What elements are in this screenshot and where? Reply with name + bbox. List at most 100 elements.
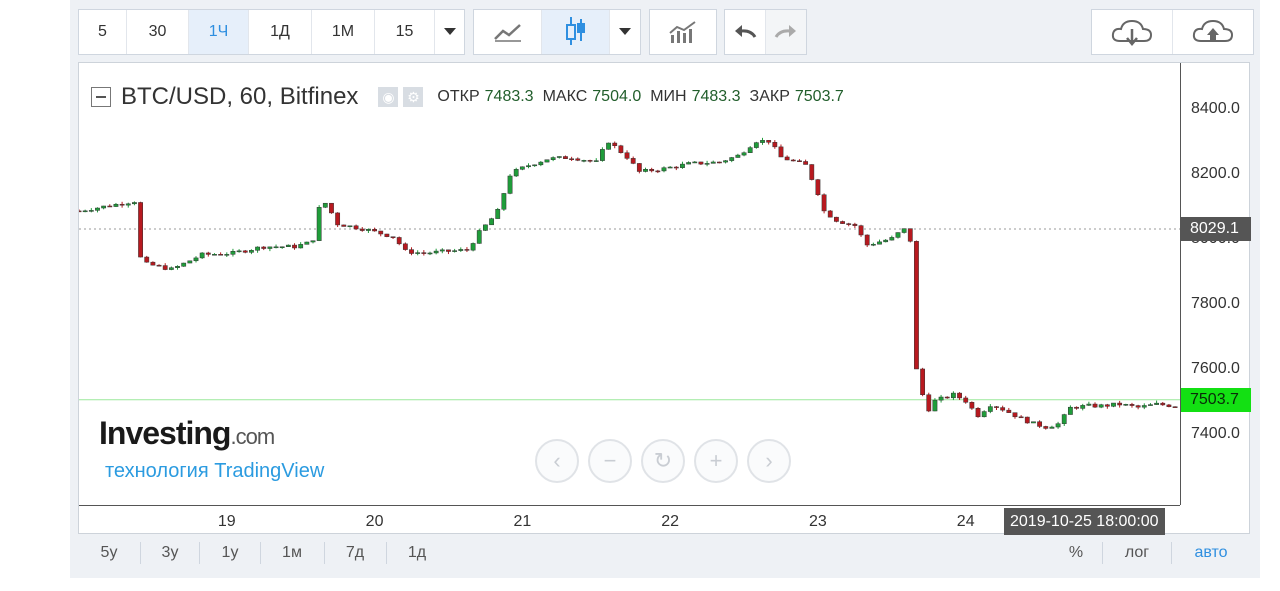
- candle-body: [82, 210, 88, 213]
- load-chart-button[interactable]: [1092, 10, 1173, 54]
- candle-body: [495, 209, 501, 219]
- candle-body: [655, 170, 661, 173]
- interval-1m-button[interactable]: 1М: [312, 10, 375, 54]
- candle-body: [889, 237, 895, 241]
- candle-body: [803, 161, 809, 165]
- candle-body: [661, 167, 667, 172]
- price-chart[interactable]: [76, 63, 1180, 505]
- candle-body: [618, 145, 624, 153]
- crosshair-time-label: 2019-10-25 18:00:00: [1004, 508, 1165, 535]
- scroll-right-button[interactable]: ›: [747, 439, 791, 483]
- interval-1d-button[interactable]: 1Д: [249, 10, 312, 54]
- range-5y-button[interactable]: 5у: [100, 544, 118, 561]
- candle-body: [446, 249, 451, 252]
- scroll-left-button[interactable]: ‹: [535, 439, 579, 483]
- interval-dropdown-button[interactable]: [435, 10, 464, 54]
- undo-icon: [734, 25, 757, 38]
- candle-body: [1006, 409, 1012, 413]
- candle-body: [304, 241, 310, 245]
- line-chart-button[interactable]: [474, 10, 542, 54]
- candle-body: [624, 152, 630, 159]
- candle-body: [987, 406, 993, 412]
- candle-body: [162, 265, 168, 270]
- interval-1h-button[interactable]: 1Ч: [189, 10, 249, 54]
- chart-type-dropdown-button[interactable]: [610, 10, 640, 54]
- collapse-icon[interactable]: [91, 87, 111, 107]
- candle-body: [895, 232, 901, 238]
- candle-chart-button[interactable]: [542, 10, 610, 54]
- eye-icon[interactable]: ◉: [378, 87, 399, 107]
- interval-30-button[interactable]: 30: [127, 10, 189, 54]
- candle-body: [95, 207, 100, 211]
- candle-body: [341, 224, 347, 227]
- candle-body: [532, 164, 538, 167]
- indicators-group: [649, 9, 717, 55]
- zoom-out-button[interactable]: −: [588, 439, 632, 483]
- chart-toolbar: 5 30 1Ч 1Д 1М 15: [70, 0, 1260, 62]
- candle-body: [821, 194, 827, 212]
- divider: [1102, 542, 1103, 564]
- range-1y-button[interactable]: 1у: [221, 544, 239, 561]
- candle-body: [1024, 416, 1030, 424]
- range-7d-button[interactable]: 7д: [345, 544, 365, 561]
- plot-area[interactable]: BTC/USD, 60, Bitfinex ◉ ⚙ ОТКР 7483.3 МА…: [76, 63, 1180, 505]
- candle-body: [581, 160, 587, 162]
- candle-body: [735, 154, 741, 158]
- percent-scale-button[interactable]: %: [1068, 544, 1084, 561]
- auto-scale-button[interactable]: авто: [1194, 544, 1228, 561]
- candle-body: [175, 266, 180, 268]
- candle-body: [1160, 402, 1166, 406]
- range-3y-button[interactable]: 3у: [161, 544, 179, 561]
- candle-body: [292, 244, 297, 249]
- candle-body: [279, 246, 285, 248]
- candle-body: [840, 221, 845, 224]
- redo-button[interactable]: [765, 10, 806, 54]
- navigation-buttons: ‹ − ↻ + ›: [535, 439, 800, 483]
- candle-body: [452, 250, 458, 252]
- crosshair-price-label: 8029.1: [1181, 217, 1251, 242]
- candle-body: [975, 408, 981, 418]
- candle-body: [1104, 404, 1110, 407]
- candle-body: [285, 244, 291, 247]
- zoom-in-button[interactable]: +: [694, 439, 738, 483]
- undo-button[interactable]: [725, 10, 766, 54]
- time-axis[interactable]: 2019-10-25 18:00:00 19 20 21 22 23 24: [79, 505, 1180, 535]
- range-1d-button[interactable]: 1д: [407, 544, 427, 561]
- bottom-bar: 5у 3у 1у 1м 7д 1д % лог авто: [78, 536, 1250, 570]
- indicators-button[interactable]: [650, 10, 716, 54]
- candle-body: [483, 224, 488, 231]
- candle-body: [1148, 404, 1153, 406]
- cloud-upload-icon: [1192, 19, 1234, 42]
- candle-body: [963, 397, 969, 403]
- candle-body: [1061, 414, 1067, 424]
- candle-body: [335, 212, 341, 226]
- chart-area[interactable]: BTC/USD, 60, Bitfinex ◉ ⚙ ОТКР 7483.3 МА…: [76, 62, 1251, 535]
- interval-5-button[interactable]: 5: [79, 10, 127, 54]
- candle-body: [692, 161, 698, 164]
- candle-body: [914, 241, 919, 370]
- save-chart-button[interactable]: [1173, 10, 1253, 54]
- interval-15-button[interactable]: 15: [375, 10, 435, 54]
- low-value: 7483.3: [691, 88, 741, 105]
- candle-body: [673, 166, 679, 169]
- investing-logo: Investing.com: [99, 415, 324, 452]
- candle-body: [421, 252, 427, 254]
- candle-body: [218, 254, 224, 256]
- reset-button[interactable]: ↻: [641, 439, 685, 483]
- settings-icon[interactable]: ⚙: [403, 87, 424, 107]
- candle-body: [778, 146, 784, 158]
- candle-body: [298, 244, 304, 249]
- price-axis[interactable]: 7400.07600.07800.08000.08200.08400.08029…: [1180, 63, 1251, 505]
- indicators-icon: [669, 21, 696, 43]
- candle-body: [205, 252, 211, 255]
- candle-body: [704, 163, 710, 165]
- candle-body: [489, 218, 494, 226]
- logo-text: Investing: [99, 415, 231, 451]
- range-1m-button[interactable]: 1м: [282, 544, 302, 561]
- candle-body: [316, 207, 322, 241]
- candle-body: [236, 250, 242, 253]
- candle-body: [858, 225, 864, 236]
- candle-body: [1000, 407, 1006, 411]
- candle-body: [716, 161, 722, 164]
- log-scale-button[interactable]: лог: [1124, 544, 1150, 561]
